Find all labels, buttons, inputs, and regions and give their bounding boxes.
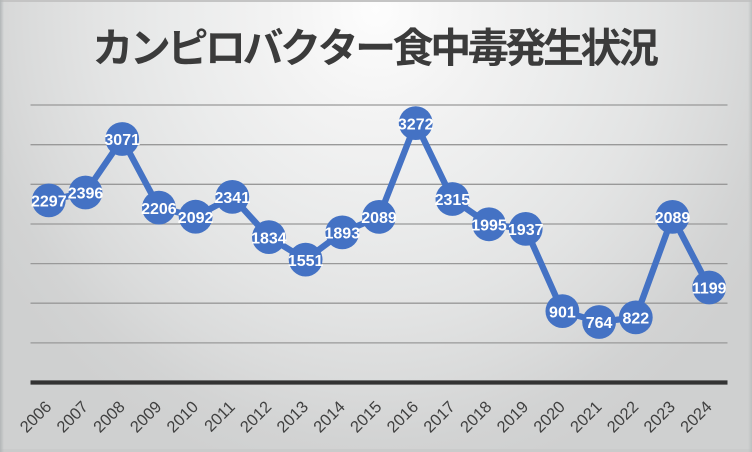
svg-text:2396: 2396 (68, 186, 104, 203)
svg-text:1551: 1551 (288, 253, 324, 270)
svg-text:2315: 2315 (435, 192, 471, 209)
svg-text:2089: 2089 (361, 210, 397, 227)
svg-text:1834: 1834 (251, 230, 287, 247)
svg-text:901: 901 (549, 304, 576, 321)
svg-text:2089: 2089 (655, 210, 691, 227)
svg-text:1893: 1893 (325, 226, 361, 243)
svg-text:1995: 1995 (471, 218, 507, 235)
svg-text:2297: 2297 (31, 194, 67, 211)
svg-text:3071: 3071 (104, 132, 140, 149)
svg-text:764: 764 (586, 315, 613, 332)
svg-text:1937: 1937 (508, 222, 544, 239)
svg-text:1199: 1199 (692, 281, 727, 298)
svg-text:822: 822 (622, 311, 649, 328)
svg-text:2206: 2206 (141, 201, 177, 218)
svg-text:3272: 3272 (398, 116, 434, 133)
svg-text:2092: 2092 (178, 210, 214, 227)
svg-text:2341: 2341 (215, 190, 251, 207)
